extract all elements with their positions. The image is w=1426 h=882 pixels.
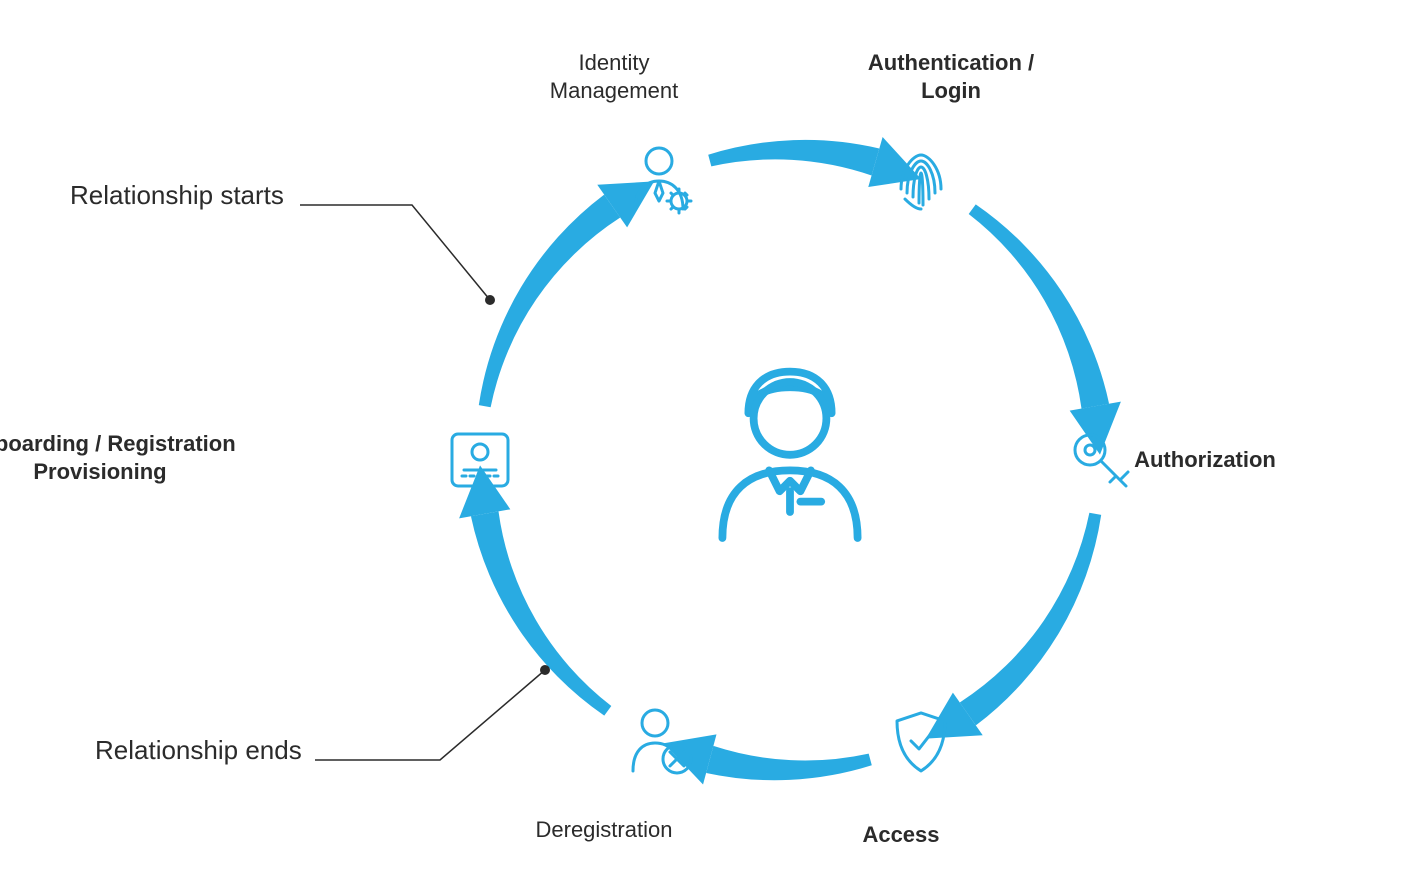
cycle-arrow bbox=[969, 204, 1109, 408]
annotation-leaders-layer bbox=[300, 205, 550, 760]
annotation-relationship-ends: Relationship ends bbox=[95, 735, 302, 766]
arc-arrows-layer bbox=[459, 137, 1121, 785]
node-icons-layer bbox=[452, 148, 1128, 773]
person-bust-icon bbox=[722, 372, 857, 538]
node-label-identity: Identity Management bbox=[514, 49, 714, 104]
fingerprint-icon bbox=[901, 155, 941, 209]
node-label-auth: Authentication / Login bbox=[841, 49, 1061, 104]
cycle-arrow bbox=[706, 746, 872, 780]
node-label-access: Access bbox=[821, 821, 981, 849]
cycle-arrow bbox=[960, 513, 1101, 726]
cycle-arrow-head bbox=[459, 465, 510, 518]
annotation-leader-dot bbox=[540, 665, 550, 675]
cycle-arrow bbox=[708, 140, 879, 176]
annotation-leader-dot bbox=[485, 295, 495, 305]
center-icon-layer bbox=[722, 372, 857, 538]
node-label-onboard: Onboarding / Registration Provisioning bbox=[0, 430, 260, 485]
cycle-arrow bbox=[479, 195, 620, 408]
cycle-arrow bbox=[471, 511, 611, 715]
annotation-leader bbox=[315, 670, 545, 760]
annotation-relationship-starts: Relationship starts bbox=[70, 180, 284, 211]
user-gear-icon bbox=[635, 148, 691, 213]
diagram-stage: Relationship starts Relationship ends Iden… bbox=[0, 0, 1426, 882]
node-label-authorization: Authorization bbox=[1115, 446, 1295, 474]
node-label-dereg: Deregistration bbox=[504, 816, 704, 844]
annotation-leader bbox=[300, 205, 490, 300]
